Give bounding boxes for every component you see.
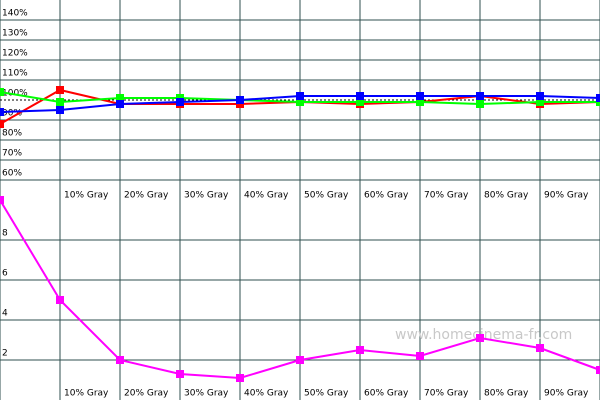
point-marker bbox=[176, 370, 184, 378]
y-tick-label: 4 bbox=[2, 309, 8, 319]
point-marker bbox=[56, 296, 64, 304]
y-tick-label: 70% bbox=[2, 149, 22, 159]
x-tick-label: 50% Gray bbox=[304, 191, 349, 201]
x-tick-label: 60% Gray bbox=[364, 191, 409, 201]
y-tick-label: 130% bbox=[2, 29, 28, 39]
x-tick-label: 70% Gray bbox=[424, 191, 469, 201]
point-marker bbox=[296, 356, 304, 364]
x-tick-label: 40% Gray bbox=[244, 389, 289, 399]
point-marker bbox=[116, 356, 124, 364]
x-tick-label: 20% Gray bbox=[124, 191, 169, 201]
x-tick-label: 60% Gray bbox=[364, 389, 409, 399]
point-marker bbox=[236, 374, 244, 382]
point-marker bbox=[116, 94, 124, 102]
point-marker bbox=[176, 98, 184, 106]
y-tick-label: 120% bbox=[2, 49, 28, 59]
x-tick-label: 70% Gray bbox=[424, 389, 469, 399]
point-marker bbox=[476, 92, 484, 100]
point-marker bbox=[416, 352, 424, 360]
x-tick-label: 90% Gray bbox=[544, 389, 589, 399]
point-marker bbox=[56, 98, 64, 106]
point-marker bbox=[416, 98, 424, 106]
y-tick-label: 8 bbox=[2, 229, 8, 239]
x-tick-label: 10% Gray bbox=[64, 191, 109, 201]
point-marker bbox=[0, 196, 4, 204]
point-marker bbox=[536, 98, 544, 106]
point-marker bbox=[596, 94, 600, 102]
point-marker bbox=[236, 96, 244, 104]
y-tick-label: 6 bbox=[2, 269, 8, 279]
x-tick-label: 10% Gray bbox=[64, 389, 109, 399]
point-marker bbox=[0, 88, 4, 96]
y-tick-label: 80% bbox=[2, 129, 22, 139]
point-marker bbox=[536, 344, 544, 352]
point-marker bbox=[536, 92, 544, 100]
x-tick-label: 30% Gray bbox=[184, 389, 229, 399]
x-tick-label: 90% Gray bbox=[544, 191, 589, 201]
point-marker bbox=[0, 108, 4, 116]
y-tick-label: 140% bbox=[2, 9, 28, 19]
x-tick-label: 40% Gray bbox=[244, 191, 289, 201]
y-tick-label: 2 bbox=[2, 349, 8, 359]
point-marker bbox=[476, 100, 484, 108]
x-tick-label: 50% Gray bbox=[304, 389, 349, 399]
point-marker bbox=[296, 92, 304, 100]
point-marker bbox=[56, 86, 64, 94]
y-tick-label: 90% bbox=[2, 109, 22, 119]
point-marker bbox=[416, 92, 424, 100]
point-marker bbox=[0, 120, 4, 128]
point-marker bbox=[356, 98, 364, 106]
y-tick-label: 60% bbox=[2, 169, 22, 179]
x-tick-label: 30% Gray bbox=[184, 191, 229, 201]
point-marker bbox=[296, 98, 304, 106]
point-marker bbox=[56, 106, 64, 114]
y-tick-label: 100% bbox=[2, 89, 28, 99]
point-marker bbox=[476, 334, 484, 342]
point-marker bbox=[356, 346, 364, 354]
x-tick-label: 80% Gray bbox=[484, 389, 529, 399]
point-marker bbox=[356, 92, 364, 100]
point-marker bbox=[596, 366, 600, 374]
y-tick-label: 110% bbox=[2, 69, 28, 79]
x-tick-label: 80% Gray bbox=[484, 191, 529, 201]
x-tick-label: 20% Gray bbox=[124, 389, 169, 399]
point-marker bbox=[116, 100, 124, 108]
